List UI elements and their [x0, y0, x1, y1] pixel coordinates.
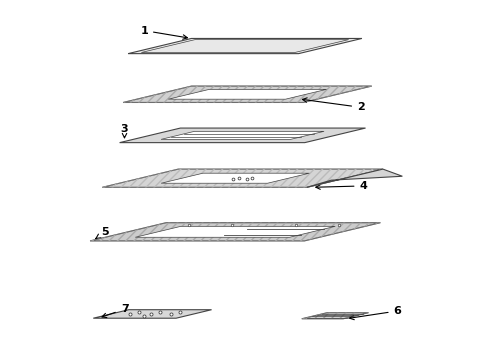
Polygon shape — [123, 86, 372, 103]
Polygon shape — [135, 226, 335, 237]
Polygon shape — [161, 173, 309, 183]
Polygon shape — [93, 310, 212, 318]
Text: 2: 2 — [302, 98, 365, 112]
Text: 4: 4 — [316, 181, 368, 191]
Polygon shape — [302, 313, 368, 319]
Polygon shape — [161, 131, 324, 139]
Polygon shape — [169, 89, 326, 99]
Text: 1: 1 — [140, 26, 188, 39]
Text: 5: 5 — [96, 228, 109, 239]
Text: 7: 7 — [102, 304, 128, 318]
Polygon shape — [102, 169, 383, 187]
Text: 3: 3 — [121, 124, 128, 138]
Polygon shape — [120, 128, 366, 143]
Text: 6: 6 — [349, 306, 401, 320]
Polygon shape — [90, 223, 380, 241]
Polygon shape — [307, 169, 402, 187]
Polygon shape — [128, 39, 362, 54]
